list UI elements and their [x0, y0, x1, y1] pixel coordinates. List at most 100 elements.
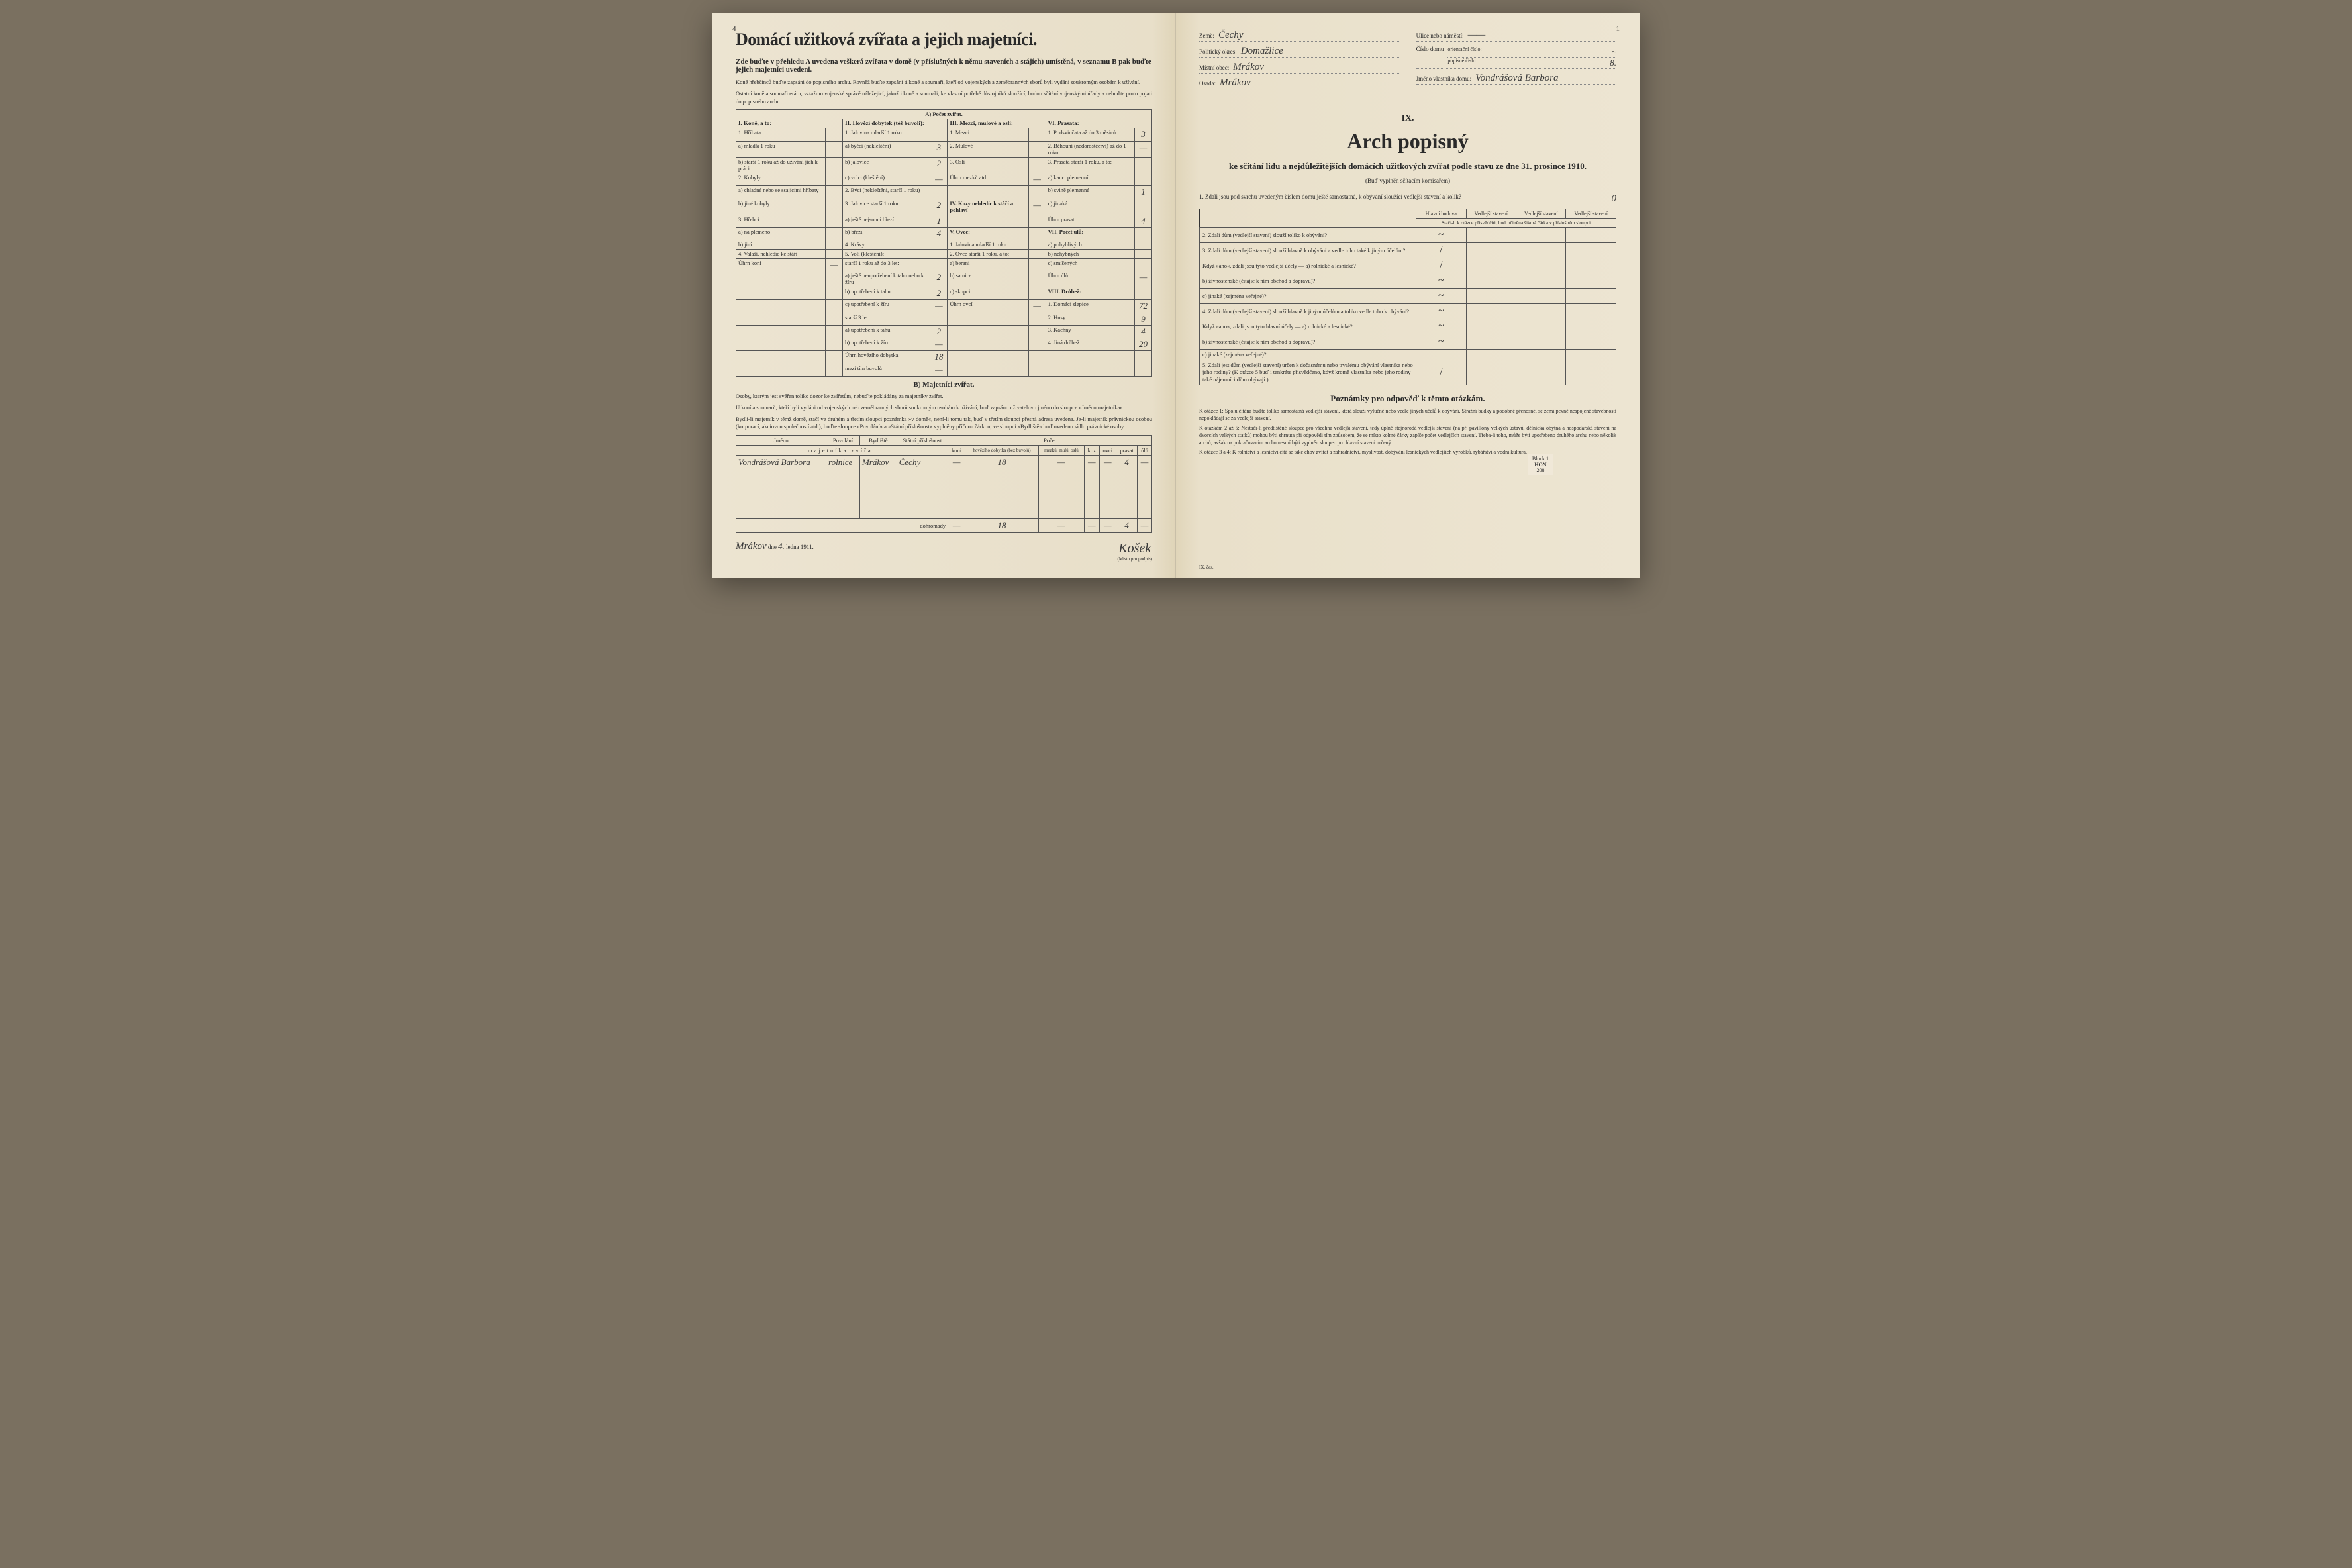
- animal-label: 1. Hříbata: [736, 128, 826, 141]
- answer-cell: [1566, 350, 1616, 360]
- qh1: Vedlejší stavení: [1466, 209, 1516, 219]
- animal-row: c) upotřebení k žíru—Úhrn ovcí—1. Domácí…: [736, 300, 1152, 313]
- roman-numeral: IX.: [1199, 113, 1616, 124]
- question-text: 3. Zdali dům (vedlejší stavení) slouží h…: [1200, 243, 1416, 258]
- animal-value: [1135, 351, 1152, 364]
- owner-empty-row: [736, 489, 1152, 499]
- animal-value: 1: [930, 215, 948, 227]
- animal-value: 1: [1135, 186, 1152, 199]
- animal-label: [736, 338, 826, 351]
- animal-value: [1135, 157, 1152, 173]
- left-title: Domácí užitková zvířata a jejich majetní…: [736, 30, 1152, 50]
- owner-cell: —: [1038, 455, 1084, 469]
- animal-value: —: [1028, 300, 1046, 313]
- animal-label: starší 3 let:: [843, 313, 930, 325]
- animal-label: c) smíšených: [1046, 258, 1134, 271]
- header-field: Ulice nebo náměstí:——: [1416, 30, 1616, 42]
- answer-cell: [1466, 334, 1516, 350]
- answer-cell: [1566, 334, 1616, 350]
- answer-cell: /: [1416, 360, 1466, 385]
- answer-cell: [1516, 258, 1566, 273]
- owner-empty-row: [736, 469, 1152, 479]
- empty-cell: [1084, 509, 1099, 518]
- owner-cell: —: [948, 455, 965, 469]
- question-row: Když »ano«, zdali jsou tyto hlavní účely…: [1200, 319, 1616, 334]
- animal-label: 3. Prasata starší 1 roku, a to:: [1046, 157, 1134, 173]
- th-nat: Státní příslušnost: [897, 435, 948, 445]
- answer-cell: [1466, 319, 1516, 334]
- empty-cell: [826, 489, 860, 499]
- animal-label: [948, 215, 1028, 227]
- empty-cell: [826, 499, 860, 509]
- empty-cell: [1138, 489, 1152, 499]
- question-row: 3. Zdali dům (vedlejší stavení) slouží h…: [1200, 243, 1616, 258]
- animal-label: 4. Jiná drůbež: [1046, 338, 1134, 351]
- empty-cell: [965, 479, 1039, 489]
- animal-value: 2: [930, 325, 948, 338]
- animal-label: [1046, 364, 1134, 376]
- empty-cell: [897, 499, 948, 509]
- field-sub: orientační číslo:~popisné číslo:8.: [1447, 46, 1616, 68]
- empty-cell: [1084, 499, 1099, 509]
- sig-date: 4.: [778, 541, 785, 551]
- answer-cell: [1466, 350, 1516, 360]
- col2-header: II. Hovězí dobytek (též buvoli):: [843, 119, 948, 128]
- animal-value: [930, 249, 948, 258]
- empty-cell: [859, 489, 897, 499]
- q1-text: 1. Zdali jsou pod svrchu uvedeným číslem…: [1199, 193, 1612, 205]
- empty-cell: [1099, 479, 1116, 489]
- animal-label: c) jinaká: [1046, 199, 1134, 215]
- owner-empty-row: [736, 509, 1152, 518]
- answer-cell: ~: [1416, 304, 1466, 319]
- animal-value: [826, 128, 843, 141]
- animal-value: [930, 128, 948, 141]
- empty-cell: [897, 479, 948, 489]
- empty-cell: [1099, 489, 1116, 499]
- animal-label: [736, 325, 826, 338]
- empty-cell: [736, 509, 826, 518]
- th-c1: hovězího dobytka (bez buvolů): [965, 445, 1039, 455]
- owner-cell: Čechy: [897, 455, 948, 469]
- animal-row: mezi tím buvolů—: [736, 364, 1152, 376]
- stamp-l3: 208: [1532, 467, 1549, 473]
- owners-intro-1: Osoby, kterým jest svěřen toliko dozor k…: [736, 393, 1152, 400]
- animal-value: —: [930, 300, 948, 313]
- animal-label: b) jiní: [736, 240, 826, 250]
- th-occ: Povolání: [826, 435, 860, 445]
- header-field: Místní obec:Mrákov: [1199, 62, 1399, 74]
- animal-value: [826, 157, 843, 173]
- answer-cell: [1466, 228, 1516, 243]
- animal-value: [1028, 351, 1046, 364]
- archive-stamp: Block 1 HON 208: [1528, 454, 1553, 475]
- owners-intro-2: U koní a soumarů, kteří byli vydáni od v…: [736, 404, 1152, 411]
- animal-label: b) nehybných: [1046, 249, 1134, 258]
- total-cell: —: [1084, 518, 1099, 532]
- animal-value: [826, 186, 843, 199]
- animal-label: [736, 351, 826, 364]
- animal-row: b) starší 1 roku až do užívání jich k pr…: [736, 157, 1152, 173]
- question-text: c) jinaké (zejména veřejné)?: [1200, 350, 1416, 360]
- question-row: c) jinaké (zejména veřejné)?: [1200, 350, 1616, 360]
- empty-cell: [897, 509, 948, 518]
- empty-cell: [965, 489, 1039, 499]
- animal-value: [826, 313, 843, 325]
- animal-value: [1135, 249, 1152, 258]
- empty-cell: [1099, 469, 1116, 479]
- question-1: 1. Zdali jsou pod svrchu uvedeným číslem…: [1199, 193, 1616, 205]
- empty-cell: [1038, 469, 1084, 479]
- animal-label: Úhrn hovězího dobytka: [843, 351, 930, 364]
- animal-row: b) upotřebení k tahu2c) skopciVIII. Drůb…: [736, 287, 1152, 300]
- animal-value: 4: [1135, 215, 1152, 227]
- total-cell: 18: [965, 518, 1039, 532]
- qh3: Vedlejší stavení: [1566, 209, 1616, 219]
- animal-value: [930, 240, 948, 250]
- empty-cell: [1138, 499, 1152, 509]
- owner-cell: 18: [965, 455, 1039, 469]
- animal-value: —: [930, 364, 948, 376]
- q-subheader: Stačí-li k otázce přisvědčiti, buď učině…: [1416, 219, 1616, 228]
- animal-value: [1028, 240, 1046, 250]
- qh2: Vedlejší stavení: [1516, 209, 1566, 219]
- animal-row: starší 3 let:2. Husy9: [736, 313, 1152, 325]
- animal-row: b) jiné kobyly3. Jalovice starší 1 roku:…: [736, 199, 1152, 215]
- animal-label: 2. Býci (nekleštění, starší 1 roku): [843, 186, 930, 199]
